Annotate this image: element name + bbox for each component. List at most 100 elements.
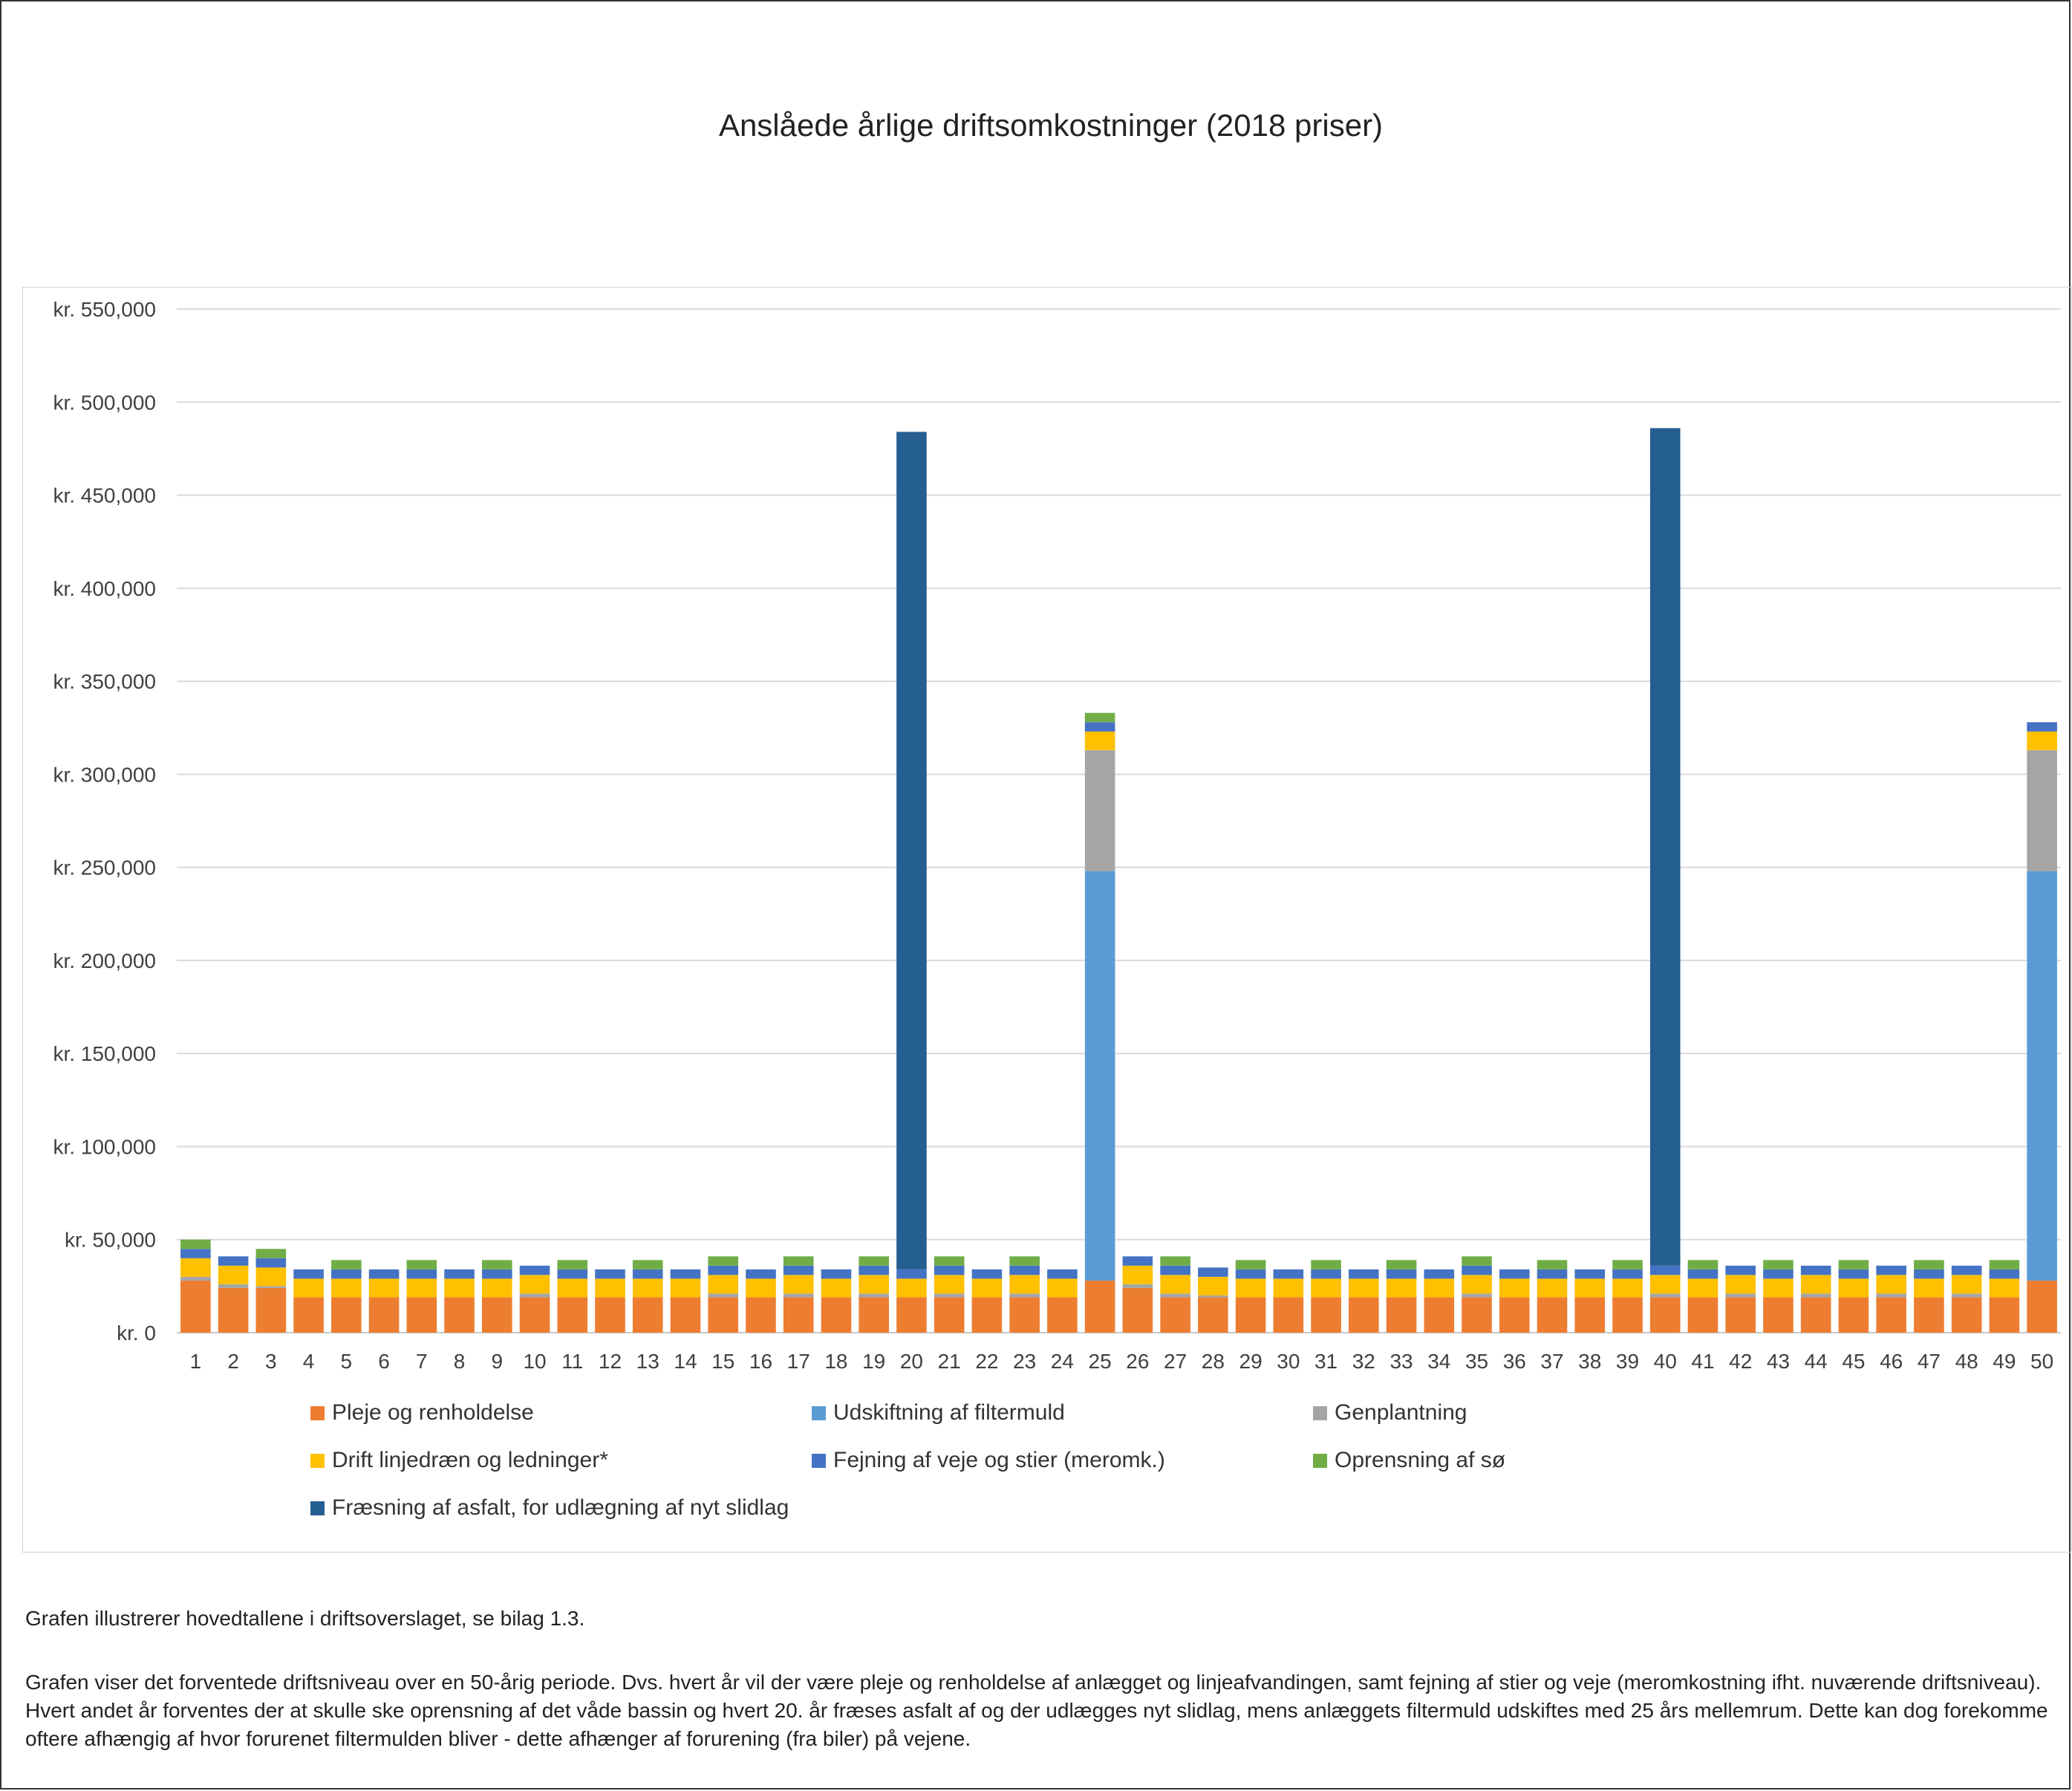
bar-segment [1649, 1265, 1681, 1275]
bar-segment [557, 1260, 588, 1270]
y-tick-label: kr. 500,000 [53, 391, 156, 414]
bar-segment [1084, 750, 1115, 871]
legend-swatch [1313, 1453, 1327, 1468]
bar-segment [519, 1265, 550, 1275]
legend-label: Fejning af veje og stier (meromk.) [833, 1448, 1165, 1472]
legend-item: Udskiftning af filtermuld [812, 1400, 1065, 1426]
x-tick-label: 29 [1239, 1350, 1263, 1373]
bar-segment [896, 1297, 927, 1333]
x-tick-label: 31 [1314, 1350, 1338, 1373]
bar-segment [1311, 1297, 1341, 1333]
bar-segment [293, 1278, 324, 1298]
x-tick-label: 42 [1729, 1350, 1752, 1373]
legend-item: Fejning af veje og stier (meromk.) [812, 1448, 1165, 1473]
bar-segment [1160, 1293, 1190, 1298]
bar-segment [1349, 1269, 1379, 1279]
bar-segment [368, 1269, 400, 1279]
bar-segment [1687, 1269, 1718, 1279]
bar-segment [1800, 1293, 1831, 1298]
bar-segment [1800, 1275, 1831, 1294]
x-tick-label: 24 [1051, 1350, 1074, 1373]
bar-segment [368, 1278, 400, 1298]
bar-segment [1009, 1256, 1040, 1266]
bar-segment [1009, 1293, 1040, 1298]
bar-segment [1198, 1295, 1228, 1298]
bar-segment [1198, 1276, 1228, 1296]
x-tick-label: 33 [1390, 1350, 1413, 1373]
bar-segment [1876, 1297, 1906, 1333]
chart-title: Anslåede årlige driftsomkostninger (2018… [718, 108, 1384, 143]
bar-segment [444, 1278, 475, 1298]
bar-segment [859, 1265, 889, 1275]
y-tick-label: kr. 350,000 [53, 670, 156, 693]
bar-segment [1876, 1293, 1906, 1298]
bar-segment [1009, 1265, 1040, 1275]
bar-segment [255, 1267, 287, 1287]
bar-segment [1235, 1260, 1266, 1270]
bar-segment [331, 1297, 362, 1333]
bar-segment [1462, 1275, 1492, 1294]
y-tick-label: kr. 550,000 [53, 298, 156, 321]
bar-segment [331, 1278, 362, 1298]
x-tick-label: 7 [416, 1350, 428, 1373]
bar-segment [1876, 1275, 1906, 1294]
bar-segment [1047, 1278, 1078, 1298]
bar-segment [180, 1239, 211, 1249]
bar-segment [557, 1297, 588, 1333]
bar-segment [481, 1269, 512, 1279]
x-tick-label: 26 [1126, 1350, 1149, 1373]
y-tick-label: kr. 50,000 [65, 1229, 156, 1252]
bar-segment [1800, 1265, 1831, 1275]
bar-segment [1047, 1297, 1078, 1333]
legend-swatch [310, 1405, 325, 1420]
bar-segment [1687, 1278, 1718, 1298]
x-tick-label: 50 [2030, 1350, 2053, 1373]
legend-swatch [310, 1453, 325, 1468]
bar-segment [218, 1287, 249, 1333]
bar-segment [821, 1278, 852, 1298]
legend-label: Fræsning af asfalt, for udlægning af nyt… [332, 1495, 789, 1520]
bar-segment [2027, 871, 2057, 1281]
bar-segment [859, 1293, 889, 1298]
bar-segment [595, 1278, 625, 1298]
bar-segment [1311, 1278, 1341, 1298]
bar-segment [708, 1265, 739, 1275]
y-tick-label: kr. 400,000 [53, 577, 156, 600]
bar-segment [1687, 1260, 1718, 1270]
bar-segment [1687, 1297, 1718, 1333]
bar-segment [1725, 1265, 1756, 1275]
legend-label: Drift linjedræn og ledninger* [332, 1448, 608, 1472]
bar-segment [2027, 750, 2057, 871]
x-tick-label: 8 [454, 1350, 466, 1373]
caption-description: Grafen viser det forventede driftsniveau… [25, 1671, 2048, 1750]
bar-segment [1462, 1256, 1492, 1266]
x-tick-label: 35 [1465, 1350, 1488, 1373]
bar-segment [1838, 1269, 1869, 1279]
bar-segment [1160, 1256, 1190, 1266]
x-tick-label: 25 [1089, 1350, 1112, 1373]
bar-segment [519, 1297, 550, 1333]
bar-segment [1914, 1260, 1944, 1270]
bar-segment [708, 1297, 739, 1333]
bar-segment [595, 1297, 625, 1333]
bar-segment [1386, 1260, 1417, 1270]
bar-segment [519, 1293, 550, 1298]
bar-segment [1838, 1297, 1869, 1333]
y-tick-label: kr. 0 [117, 1322, 156, 1345]
bar-segment [1122, 1256, 1153, 1266]
legend-item: Fræsning af asfalt, for udlægning af nyt… [310, 1495, 789, 1521]
legend-item: Genplantning [1313, 1400, 1467, 1426]
bar-segment [632, 1297, 663, 1333]
bar-segment [1122, 1265, 1153, 1284]
bar-segment [971, 1278, 1003, 1298]
bar-segment [783, 1297, 814, 1333]
bar-segment [746, 1278, 776, 1298]
bar-segment [632, 1269, 663, 1279]
bar-segment [859, 1256, 889, 1266]
bar-segment [1386, 1269, 1417, 1279]
bar-segment [595, 1269, 625, 1279]
bar-segment [1800, 1297, 1831, 1333]
bar-segment [293, 1269, 324, 1279]
bar-segment [481, 1260, 512, 1270]
x-tick-label: 13 [636, 1350, 659, 1373]
